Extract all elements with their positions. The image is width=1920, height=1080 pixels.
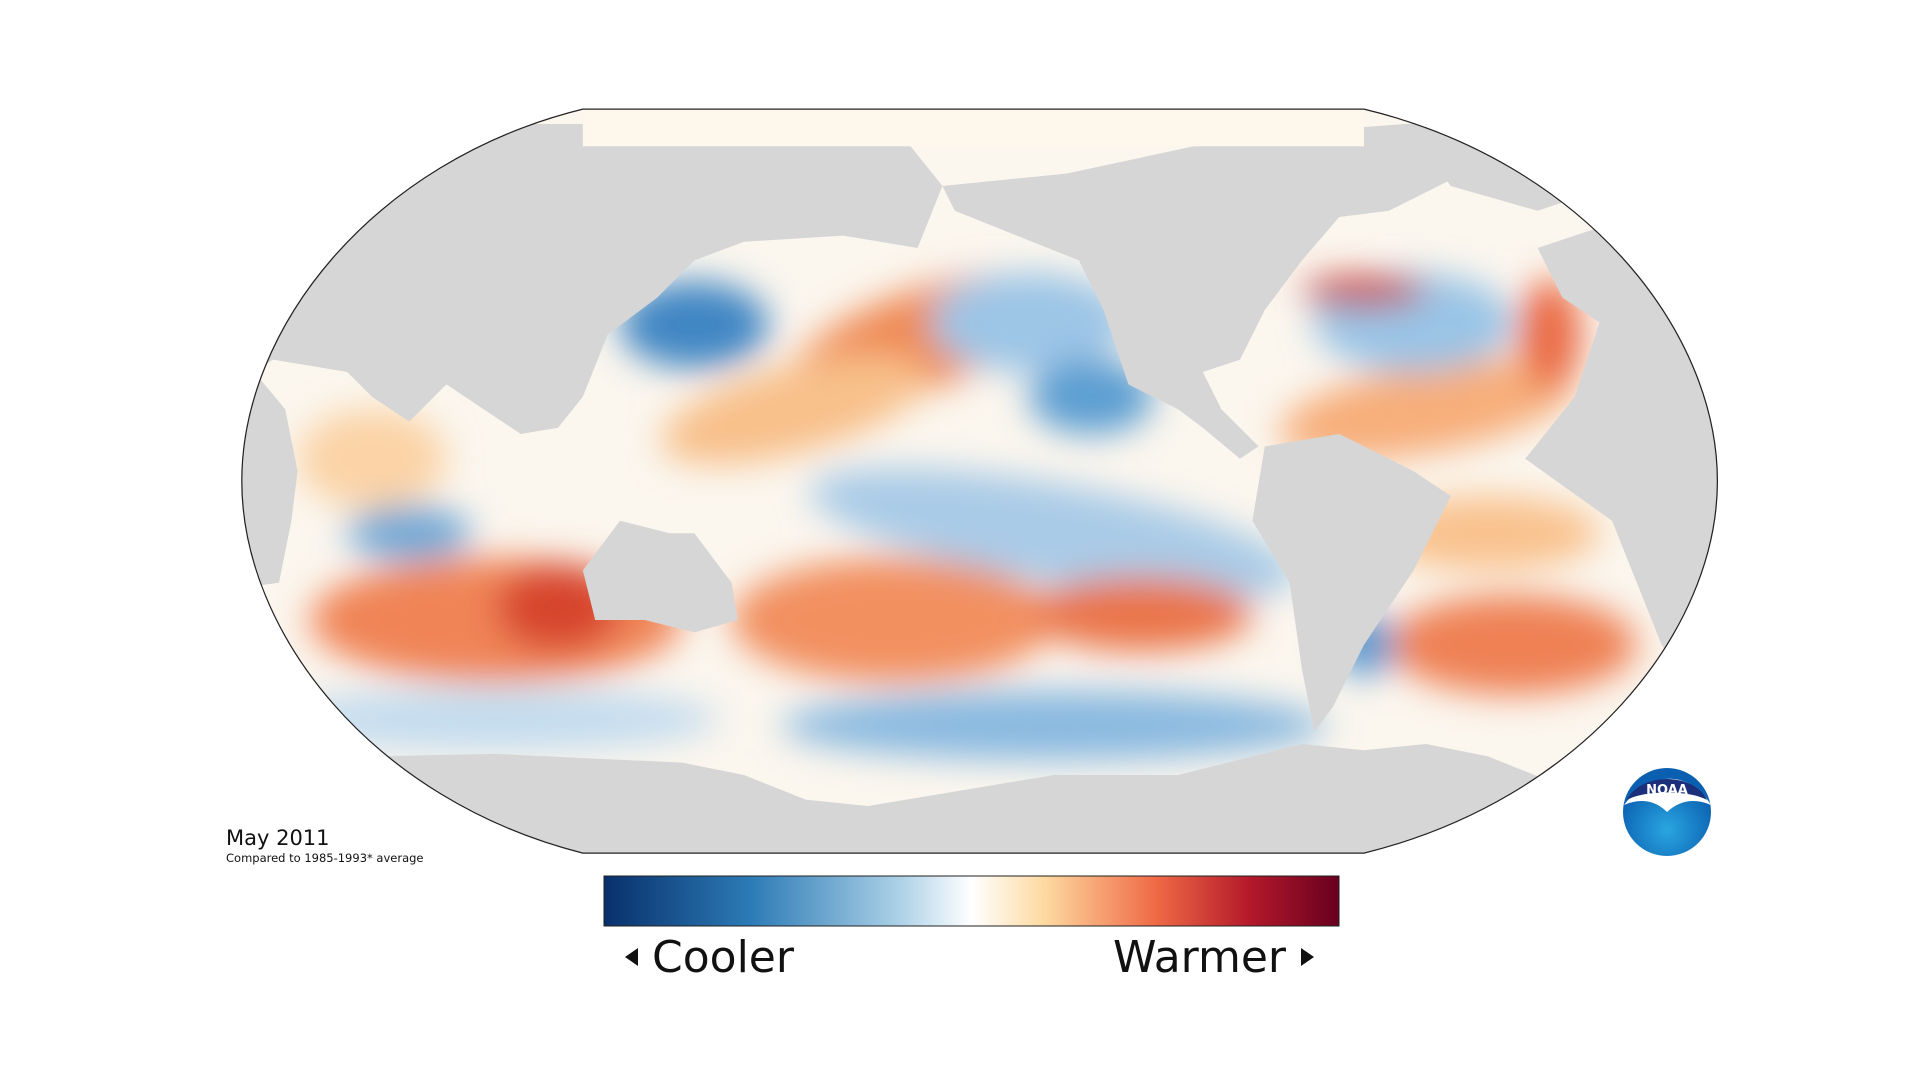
logo-text: NOAA	[1646, 783, 1688, 798]
map-outline	[241, 108, 1719, 854]
legend-high-label: Warmer	[1113, 932, 1287, 983]
arctic-ice	[582, 109, 1364, 147]
anomaly-field	[272, 272, 1637, 761]
map-subtitle: Compared to 1985-1993* average	[226, 851, 424, 865]
legend-low-label: Cooler	[652, 932, 795, 983]
map-date: May 2011	[226, 826, 330, 850]
warmer-arrow	[1301, 948, 1314, 966]
colorbar	[603, 875, 1340, 927]
noaa-logo: NOAA	[1623, 768, 1711, 856]
cooler-arrow	[625, 948, 638, 966]
map-surface	[241, 109, 1718, 854]
logo-top	[1627, 779, 1707, 800]
map	[241, 108, 1719, 854]
